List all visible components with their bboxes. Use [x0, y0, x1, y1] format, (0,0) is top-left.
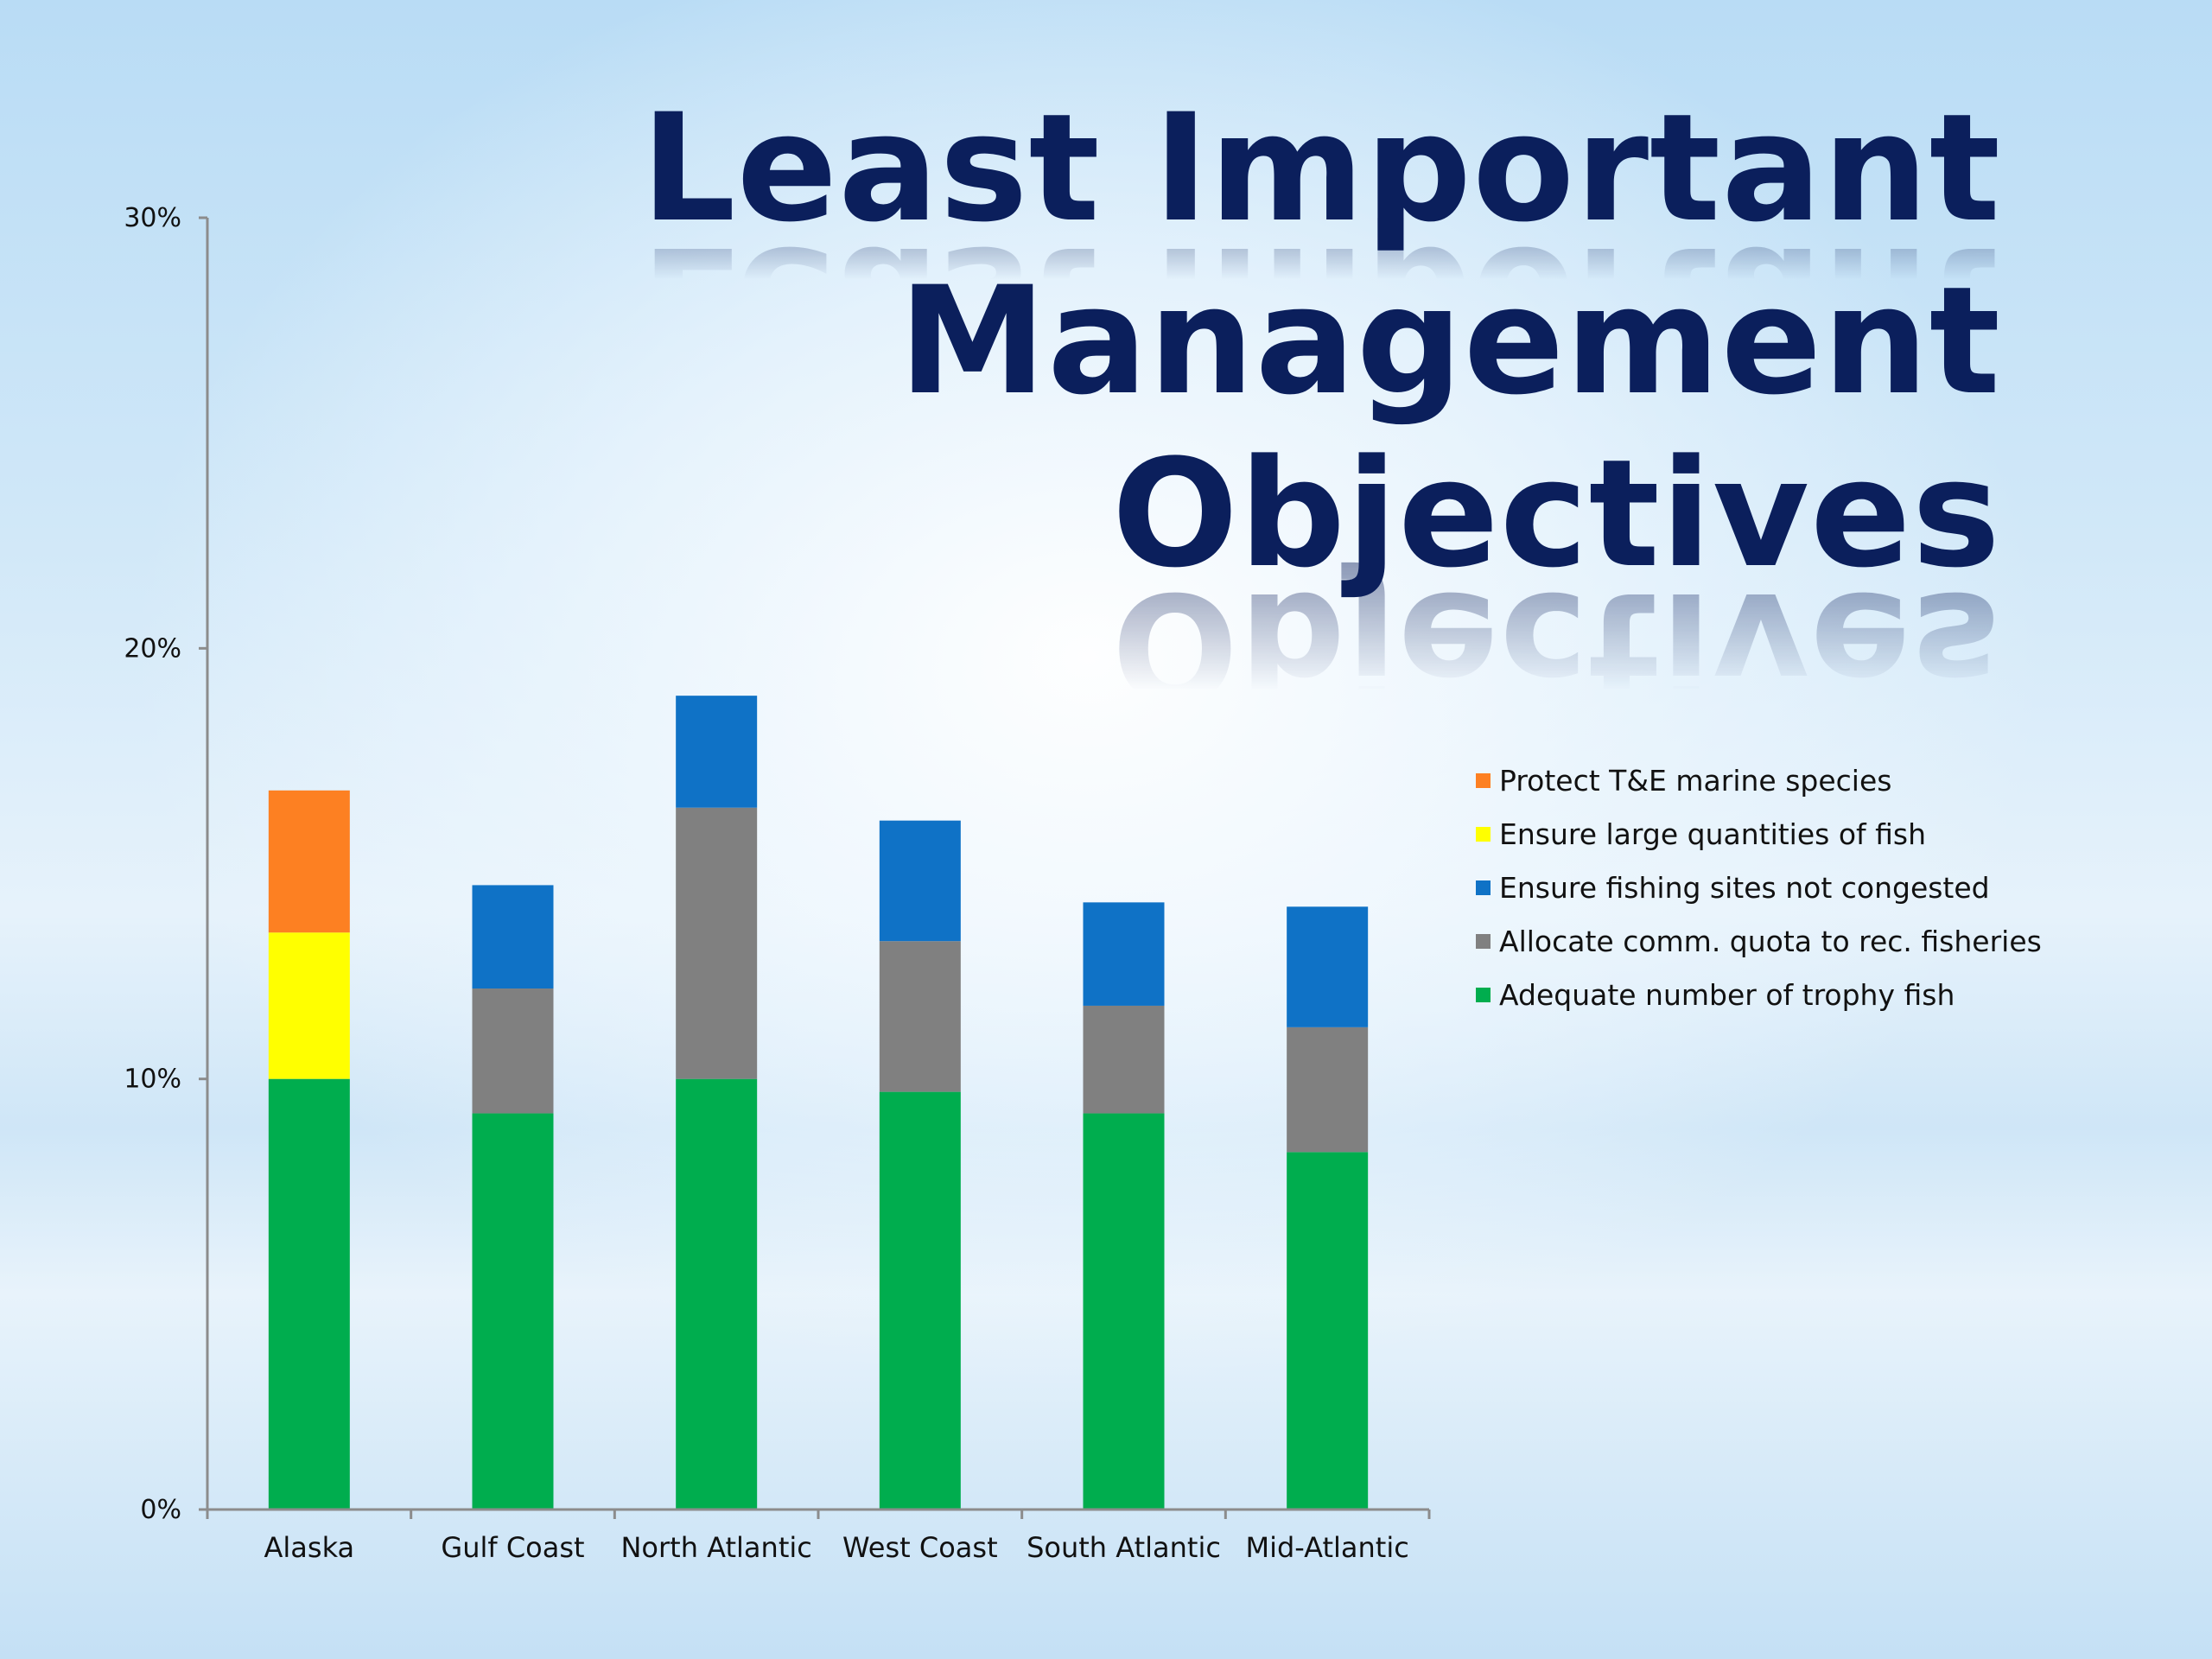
- legend-swatch: [1476, 826, 1491, 842]
- bar-segment: [676, 1078, 758, 1510]
- x-tick-label: Alaska: [264, 1531, 355, 1564]
- bar-segment: [1287, 906, 1369, 1027]
- x-tick-label: West Coast: [842, 1531, 998, 1564]
- y-tick-label: 30%: [124, 203, 181, 233]
- x-tick-label: Gulf Coast: [441, 1531, 584, 1564]
- bar-segment: [268, 932, 350, 1079]
- legend-item: Ensure large quantities of fish: [1476, 807, 2042, 861]
- legend-label: Ensure fishing sites not congested: [1499, 870, 1990, 905]
- bar-segment: [472, 885, 554, 989]
- bar-segment: [1287, 1152, 1369, 1510]
- legend-label: Allocate comm. quota to rec. fisheries: [1499, 924, 2042, 958]
- bar-segment: [879, 820, 961, 942]
- bar-segment: [472, 988, 554, 1114]
- legend-item: Ensure fishing sites not congested: [1476, 861, 2042, 914]
- legend-swatch: [1476, 987, 1491, 1002]
- legend-item: Adequate number of trophy fish: [1476, 968, 2042, 1021]
- bar-segment: [1083, 902, 1165, 1006]
- bar-segment: [1083, 1113, 1165, 1510]
- bar-segment: [1083, 1005, 1165, 1114]
- x-tick-label: South Atlantic: [1027, 1531, 1221, 1564]
- y-tick-label: 10%: [124, 1065, 181, 1095]
- legend-item: Protect T&E marine species: [1476, 753, 2042, 807]
- title-line-2: Management Objectives: [898, 254, 2001, 601]
- y-tick-label: 0%: [140, 1495, 181, 1525]
- legend-swatch: [1476, 933, 1491, 949]
- legend-label: Protect T&E marine species: [1499, 763, 1892, 798]
- bar-segment: [472, 1113, 554, 1510]
- legend-item: Allocate comm. quota to rec. fisheries: [1476, 914, 2042, 968]
- bar-segment: [268, 1078, 350, 1510]
- x-tick-label: Mid-Atlantic: [1245, 1531, 1408, 1564]
- slide-title: Least Important Management Objectives: [0, 82, 2001, 601]
- bar-segment: [879, 941, 961, 1092]
- y-tick-label: 20%: [124, 633, 181, 664]
- legend-swatch: [1476, 880, 1491, 895]
- bar-segment: [879, 1091, 961, 1510]
- title-line-1: Least Important: [640, 81, 2001, 255]
- bar-segment: [1287, 1027, 1369, 1153]
- bar-segment: [268, 790, 350, 933]
- legend-label: Adequate number of trophy fish: [1499, 977, 1955, 1012]
- bar-segment: [676, 696, 758, 808]
- legend-label: Ensure large quantities of fish: [1499, 817, 1927, 851]
- legend-swatch: [1476, 772, 1491, 788]
- chart-legend: Protect T&E marine species Ensure large q…: [1476, 753, 2042, 1021]
- x-tick-label: North Atlantic: [620, 1531, 811, 1564]
- bar-segment: [676, 807, 758, 1079]
